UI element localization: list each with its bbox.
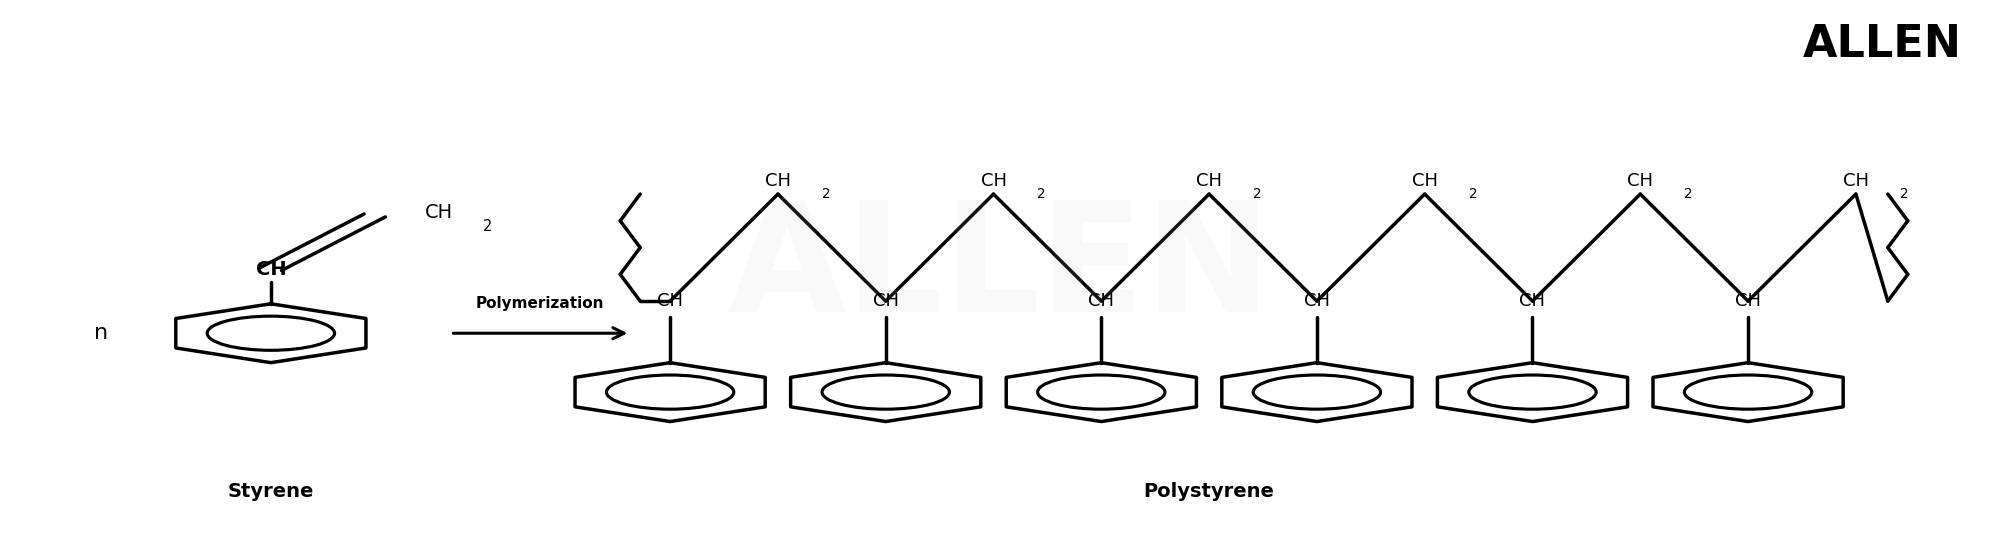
Text: CH: CH [1518, 292, 1544, 310]
Text: CH: CH [424, 203, 452, 222]
Text: CH: CH [1411, 172, 1437, 190]
Text: 2: 2 [482, 218, 492, 233]
Text: CH: CH [1842, 172, 1868, 190]
Text: CH: CH [1734, 292, 1760, 310]
Text: CH: CH [1195, 172, 1221, 190]
Text: Polystyrene: Polystyrene [1143, 482, 1275, 501]
Text: 2: 2 [1037, 187, 1045, 201]
Text: 2: 2 [1253, 187, 1261, 201]
Text: 2: 2 [821, 187, 829, 201]
Text: n: n [94, 323, 108, 343]
Text: CH: CH [765, 172, 791, 190]
Text: CH: CH [1087, 292, 1113, 310]
Text: 2: 2 [1469, 187, 1477, 201]
Text: CH: CH [1626, 172, 1652, 190]
Text: 2: 2 [1898, 187, 1908, 201]
Text: Styrene: Styrene [228, 482, 314, 501]
Text: CH: CH [981, 172, 1007, 190]
Text: CH: CH [256, 259, 286, 279]
Text: ALLEN: ALLEN [1802, 23, 1960, 66]
Text: Polymerization: Polymerization [476, 296, 603, 312]
Text: CH: CH [1303, 292, 1329, 310]
Text: CH: CH [873, 292, 899, 310]
Text: ALLEN: ALLEN [727, 195, 1271, 343]
Text: 2: 2 [1684, 187, 1692, 201]
Text: CH: CH [657, 292, 683, 310]
